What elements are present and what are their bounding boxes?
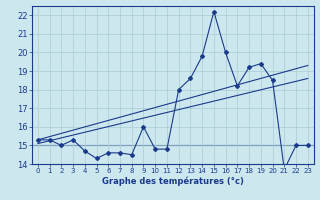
- X-axis label: Graphe des températures (°c): Graphe des températures (°c): [102, 177, 244, 186]
